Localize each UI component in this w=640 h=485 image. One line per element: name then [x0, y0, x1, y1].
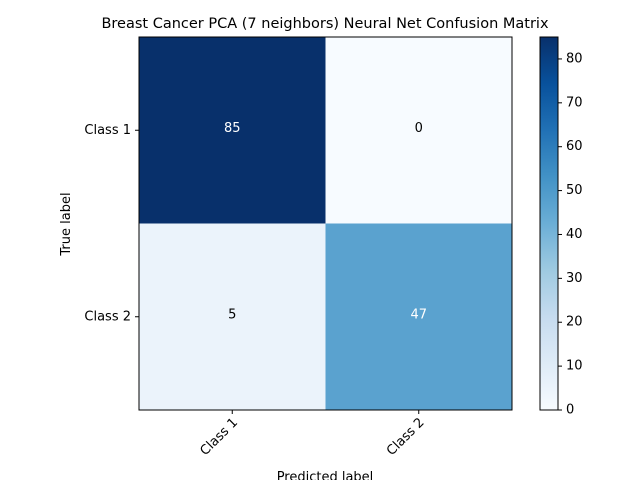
heatmap-cell [139, 37, 326, 224]
colorbar-tick-label: 80 [566, 51, 583, 66]
colorbar-tick-label: 60 [566, 139, 583, 154]
colorbar [539, 36, 559, 411]
colorbar-tick-label: 20 [566, 315, 583, 330]
y-axis-label: True label [59, 192, 74, 256]
chart-title: Breast Cancer PCA (7 neighbors) Neural N… [101, 16, 548, 32]
cell-value-label: 47 [410, 307, 427, 322]
heatmap-cell [325, 37, 512, 224]
colorbar-tick-label: 50 [566, 183, 583, 198]
x-tick-label: Class 2 [384, 415, 428, 459]
heatmap-cells: 85 0 5 47 [139, 37, 512, 410]
colorbar-tick-label: 30 [566, 271, 583, 286]
colorbar-tick-label: 40 [566, 227, 583, 242]
colorbar-tick-label: 70 [566, 95, 583, 110]
x-axis-ticks: Class 1 Class 2 [198, 410, 428, 459]
x-axis-label: Predicted label [277, 470, 374, 480]
y-axis-ticks: Class 1 Class 2 [84, 123, 139, 324]
plot-frame [138, 36, 513, 411]
y-tick-label: Class 2 [84, 309, 131, 324]
colorbar-tick-label: 0 [566, 403, 574, 418]
heatmap-cell [139, 223, 326, 410]
heatmap-cell [325, 223, 512, 410]
cell-value-label: 85 [224, 121, 241, 136]
colorbar-tick-label: 10 [566, 359, 583, 374]
cell-value-label: 5 [228, 307, 236, 322]
cell-value-label: 0 [415, 121, 423, 136]
y-tick-label: Class 1 [84, 123, 131, 138]
x-tick-label: Class 1 [198, 415, 242, 459]
colorbar-ticks: 0 10 20 30 40 50 60 70 80 [558, 51, 583, 418]
